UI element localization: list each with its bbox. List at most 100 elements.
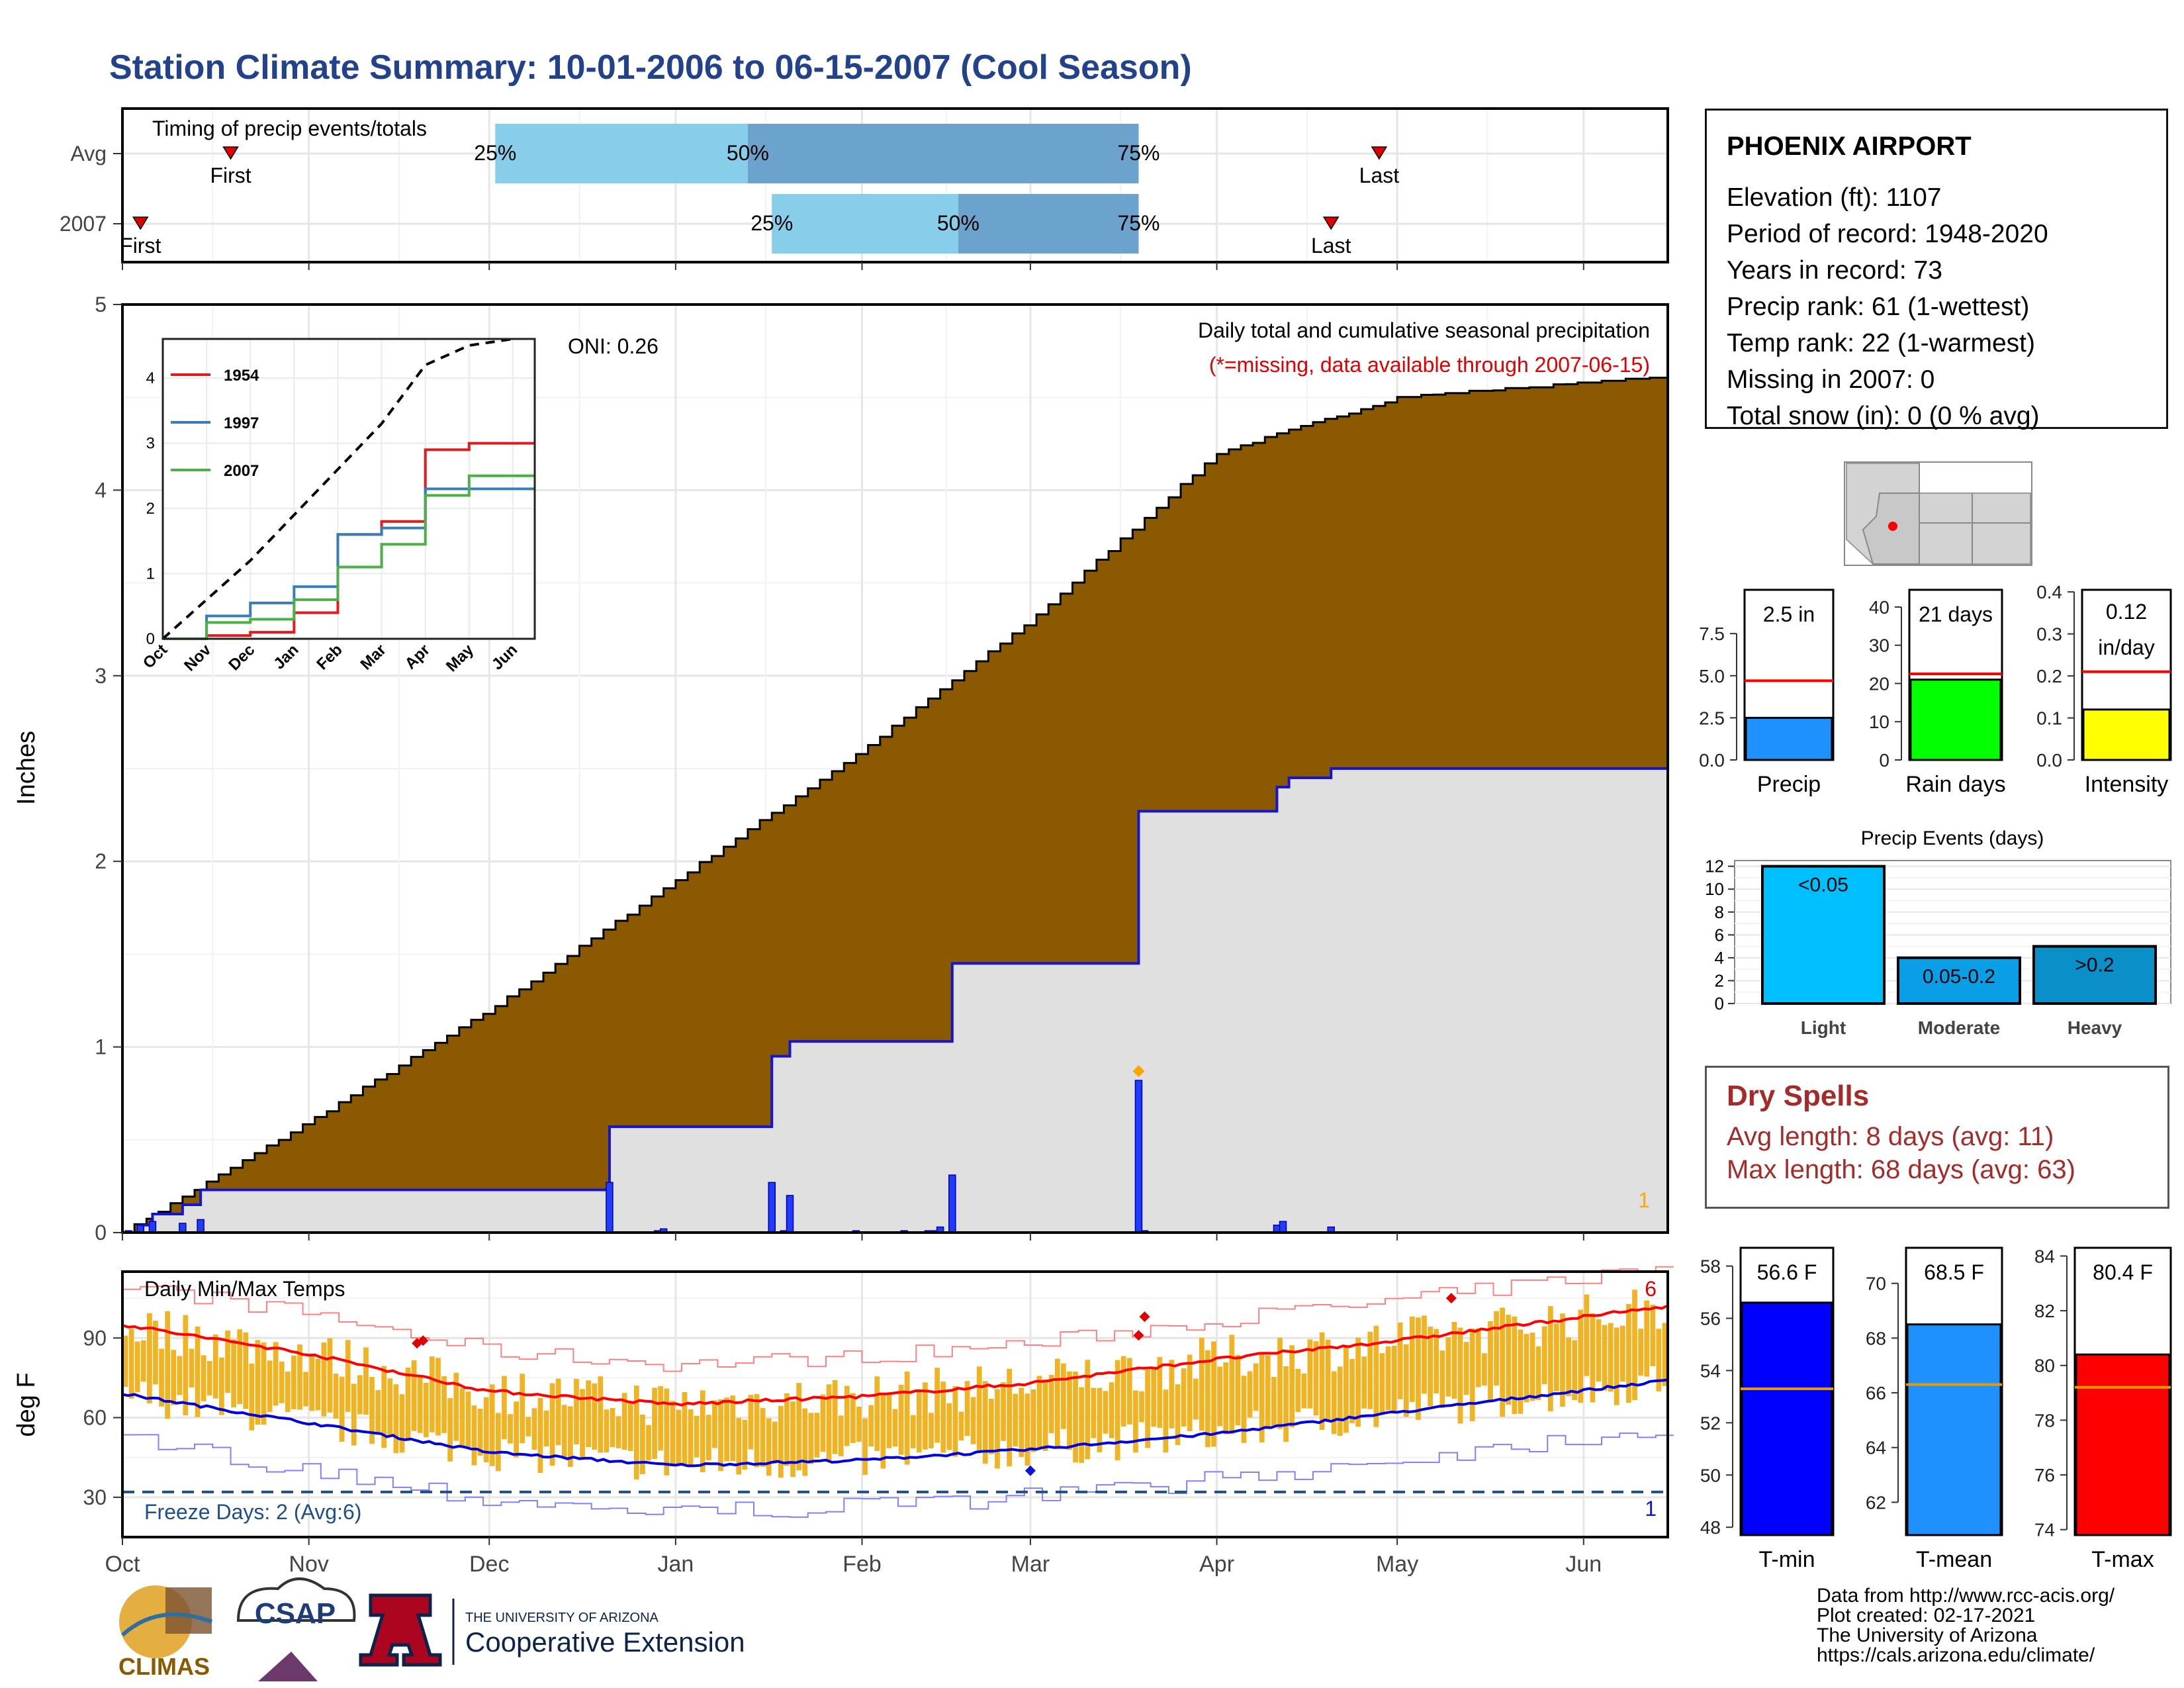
- daily-temp-bar: [237, 1329, 243, 1405]
- daily-temp-bar: [1656, 1329, 1662, 1391]
- last-event-marker: [1322, 216, 1340, 230]
- timing-p75-label: 75%: [1117, 141, 1160, 165]
- temp-mini-0-bar: [1741, 1301, 1833, 1536]
- daily-temp-bar: [838, 1415, 844, 1456]
- daily-temp-bar: [592, 1383, 598, 1450]
- daily-precip-bar: [197, 1219, 205, 1233]
- daily-temp-bar: [670, 1401, 676, 1467]
- daily-temp-bar: [1397, 1322, 1403, 1399]
- footer-url: https://cals.arizona.edu/climate/: [1817, 1644, 2095, 1666]
- daily-temp-bar: [952, 1385, 958, 1457]
- daily-temp-bar: [171, 1350, 177, 1405]
- timing-p75-label: 75%: [1117, 211, 1160, 235]
- record-low-marker: [1024, 1465, 1036, 1476]
- daily-temp-bar: [1024, 1393, 1030, 1466]
- daily-temp-bar: [1463, 1342, 1469, 1395]
- mini-tick-label: 84: [2034, 1246, 2055, 1266]
- temp-mini-2-bar: [2075, 1353, 2171, 1536]
- dry-spells-title: Dry Spells: [1727, 1080, 1870, 1112]
- daily-temp-bar: [658, 1386, 664, 1451]
- daily-temp-bar: [1512, 1316, 1518, 1415]
- mini-tick-label: 10: [1869, 712, 1889, 732]
- timing-panel-title: Timing of precip events/totals: [152, 117, 427, 140]
- mini-tick-label: 20: [1869, 673, 1889, 694]
- temp-y-tick-label: 90: [83, 1326, 107, 1350]
- daily-temp-bar: [1133, 1390, 1138, 1453]
- precip-mini-0-bar: [1745, 716, 1833, 761]
- daily-temp-bar: [1439, 1350, 1445, 1409]
- logos: [119, 1577, 455, 1681]
- daily-temp-bar: [1614, 1327, 1619, 1405]
- daily-temp-bar: [1428, 1327, 1433, 1407]
- daily-temp-bar: [555, 1378, 561, 1446]
- climas-logo-block: [165, 1587, 212, 1634]
- daily-temp-bar: [1475, 1328, 1481, 1387]
- daily-temp-bar: [688, 1409, 694, 1466]
- daily-temp-bar: [423, 1382, 429, 1438]
- mini-tick-label: 0.3: [2036, 624, 2062, 645]
- daily-temp-bar: [1391, 1345, 1397, 1411]
- dry-spells-max: Max length: 68 days (avg: 63): [1727, 1155, 2075, 1184]
- daily-temp-bar: [970, 1397, 976, 1444]
- daily-temp-bar: [705, 1415, 711, 1461]
- precip-y-axis-label: Inches: [13, 731, 40, 805]
- month-axis-label: Mar: [1011, 1552, 1050, 1577]
- daily-precip-bar: [786, 1195, 794, 1233]
- daily-temp-bar: [1030, 1389, 1036, 1452]
- daily-temp-bar: [892, 1409, 898, 1447]
- mini-tick-label: 2.5: [1699, 708, 1725, 728]
- precip-mini-0-label: Precip: [1757, 772, 1821, 797]
- daily-temp-bar: [531, 1408, 537, 1450]
- mini-tick-label: 70: [1866, 1274, 1886, 1294]
- temp-mini-1: 62 64 66 68 70 68.5 F T-mean: [1866, 1246, 2003, 1572]
- daily-temp-bar: [627, 1402, 633, 1451]
- daily-temp-bar: [1644, 1300, 1650, 1377]
- daily-temp-bar: [910, 1415, 916, 1448]
- daily-temp-bar: [375, 1389, 381, 1435]
- daily-temp-bar: [285, 1371, 291, 1413]
- daily-temp-bar: [1488, 1321, 1493, 1400]
- mini-tick-label: 30: [1869, 635, 1889, 656]
- precip-mini-0: 0.0 2.5 5.0 7.5 2.5 in Precip: [1699, 588, 1835, 797]
- events-tick-label: 8: [1715, 902, 1724, 922]
- mini-tick-label: 0.4: [2036, 582, 2062, 602]
- daily-temp-bar: [808, 1413, 814, 1464]
- daily-temp-bar: [904, 1371, 910, 1465]
- first-event-label: First: [120, 234, 161, 258]
- temp-mini-1-label: T-mean: [1916, 1547, 1992, 1572]
- daily-temp-bar: [1067, 1371, 1072, 1450]
- daily-temp-bar: [387, 1378, 393, 1436]
- daily-temp-bar: [405, 1367, 411, 1440]
- temp-y-axis-label: deg F: [13, 1372, 40, 1436]
- daily-temp-bar: [1151, 1366, 1157, 1427]
- month-axis-label: Apr: [1199, 1552, 1234, 1577]
- daily-temp-bar: [724, 1397, 729, 1462]
- daily-temp-bar: [1247, 1371, 1253, 1418]
- daily-temp-bar: [802, 1408, 808, 1476]
- daily-temp-bar: [1410, 1316, 1415, 1402]
- daily-temp-bar: [1403, 1344, 1409, 1417]
- daily-temp-bar: [1253, 1363, 1259, 1411]
- daily-temp-bar: [694, 1415, 700, 1458]
- inset-border: [161, 338, 536, 640]
- daily-temp-bar: [1217, 1366, 1222, 1427]
- daily-temp-bar: [1325, 1339, 1331, 1423]
- daily-temp-bar: [1349, 1358, 1355, 1423]
- timing-box-lower: [772, 194, 958, 254]
- daily-temp-bar: [664, 1388, 670, 1476]
- daily-temp-bar: [880, 1392, 886, 1469]
- ua-small-text: THE UNIVERSITY OF ARIZONA: [465, 1611, 659, 1625]
- daily-temp-bar: [1638, 1329, 1643, 1376]
- daily-temp-bar: [1139, 1391, 1144, 1423]
- daily-temp-bar: [399, 1394, 405, 1453]
- daily-temp-bar: [1482, 1353, 1487, 1386]
- timing-box-upper: [747, 124, 1139, 183]
- timing-p25-label: 25%: [751, 211, 793, 235]
- daily-temp-bar: [778, 1405, 784, 1478]
- daily-temp-bar: [219, 1357, 224, 1415]
- daily-temp-bar: [598, 1376, 604, 1453]
- station-location-marker: [1888, 522, 1897, 531]
- daily-temp-bar: [201, 1355, 206, 1401]
- oni-value: ONI: 0.26: [568, 334, 659, 358]
